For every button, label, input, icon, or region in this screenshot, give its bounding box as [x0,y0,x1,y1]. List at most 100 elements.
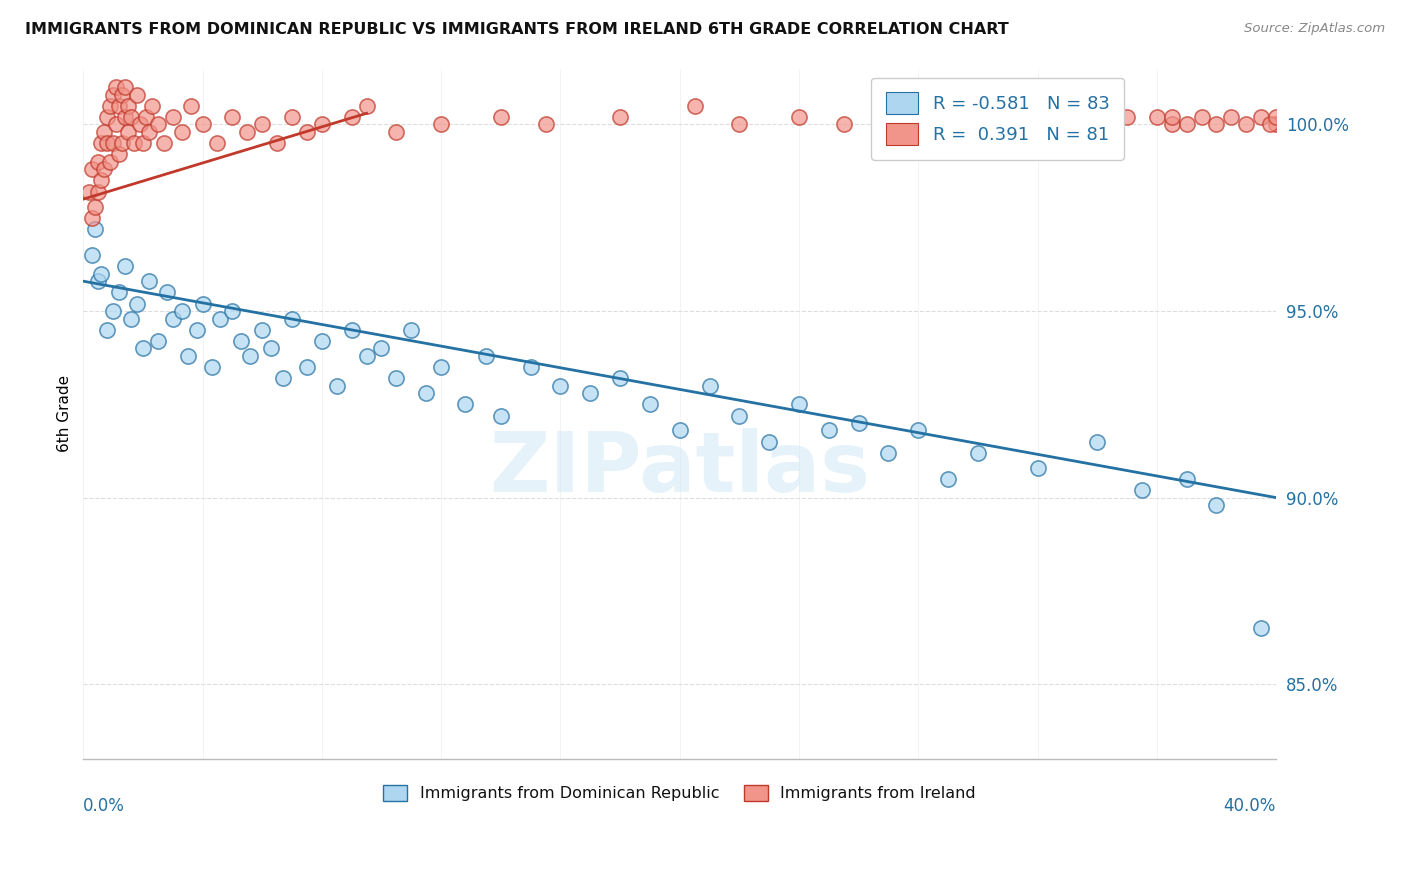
Point [728,409,751,423]
Point [1265,118,1288,132]
Point [84,200,107,214]
Point [609,110,631,124]
Point [111,136,134,150]
Point [207,136,229,150]
Point [1258,118,1281,132]
Point [1175,472,1198,486]
Point [430,118,453,132]
Point [141,99,163,113]
Point [401,323,423,337]
Point [668,424,690,438]
Point [125,87,148,102]
Point [108,285,131,300]
Text: 40.0%: 40.0% [1223,797,1277,814]
Point [101,136,124,150]
Point [1250,621,1272,635]
Point [1026,460,1049,475]
Point [1220,110,1243,124]
Point [1160,118,1182,132]
Point [250,323,273,337]
Point [550,378,572,392]
Point [84,222,107,236]
Point [105,118,128,132]
Point [579,386,602,401]
Point [817,424,839,438]
Point [105,80,128,95]
Point [114,80,136,95]
Point [82,211,104,225]
Point [156,285,179,300]
Point [231,334,253,348]
Point [519,359,541,374]
Point [430,359,453,374]
Point [162,110,184,124]
Point [1146,110,1168,124]
Point [114,110,136,124]
Point [370,342,392,356]
Point [907,110,929,124]
Point [787,110,810,124]
Point [1265,110,1288,124]
Point [936,472,959,486]
Point [176,349,198,363]
Point [699,378,721,392]
Text: Source: ZipAtlas.com: Source: ZipAtlas.com [1244,22,1385,36]
Point [877,446,900,460]
Point [108,147,131,161]
Point [638,397,661,411]
Point [221,110,243,124]
Point [146,118,169,132]
Point [186,323,208,337]
Point [967,446,990,460]
Point [356,99,378,113]
Point [250,118,273,132]
Point [683,99,706,113]
Point [132,342,155,356]
Point [907,424,929,438]
Point [191,296,214,310]
Point [1130,483,1153,497]
Point [266,136,288,150]
Point [1205,498,1227,512]
Point [832,118,855,132]
Point [271,371,294,385]
Point [87,274,110,288]
Point [120,110,142,124]
Point [1042,110,1064,124]
Point [129,118,152,132]
Point [98,99,121,113]
Point [170,304,193,318]
Point [1250,110,1272,124]
Point [952,118,974,132]
Point [1085,434,1108,449]
Point [489,409,512,423]
Point [848,416,870,430]
Point [1101,118,1123,132]
Point [146,334,169,348]
Point [1234,118,1257,132]
Point [981,118,1004,132]
Point [239,349,262,363]
Point [475,349,498,363]
Text: ZIPatlas: ZIPatlas [489,428,870,509]
Point [236,125,259,139]
Point [1191,110,1213,124]
Point [1160,110,1182,124]
Point [340,110,363,124]
Point [122,136,145,150]
Point [82,162,104,177]
Point [295,125,318,139]
Point [1175,118,1198,132]
Point [609,371,631,385]
Point [281,110,304,124]
Point [117,99,139,113]
Point [90,267,112,281]
Point [180,99,202,113]
Point [385,125,408,139]
Point [87,185,110,199]
Text: IMMIGRANTS FROM DOMINICAN REPUBLIC VS IMMIGRANTS FROM IRELAND 6TH GRADE CORRELAT: IMMIGRANTS FROM DOMINICAN REPUBLIC VS IM… [25,22,1010,37]
Point [114,260,136,274]
Point [415,386,437,401]
Point [108,99,131,113]
Point [534,118,557,132]
